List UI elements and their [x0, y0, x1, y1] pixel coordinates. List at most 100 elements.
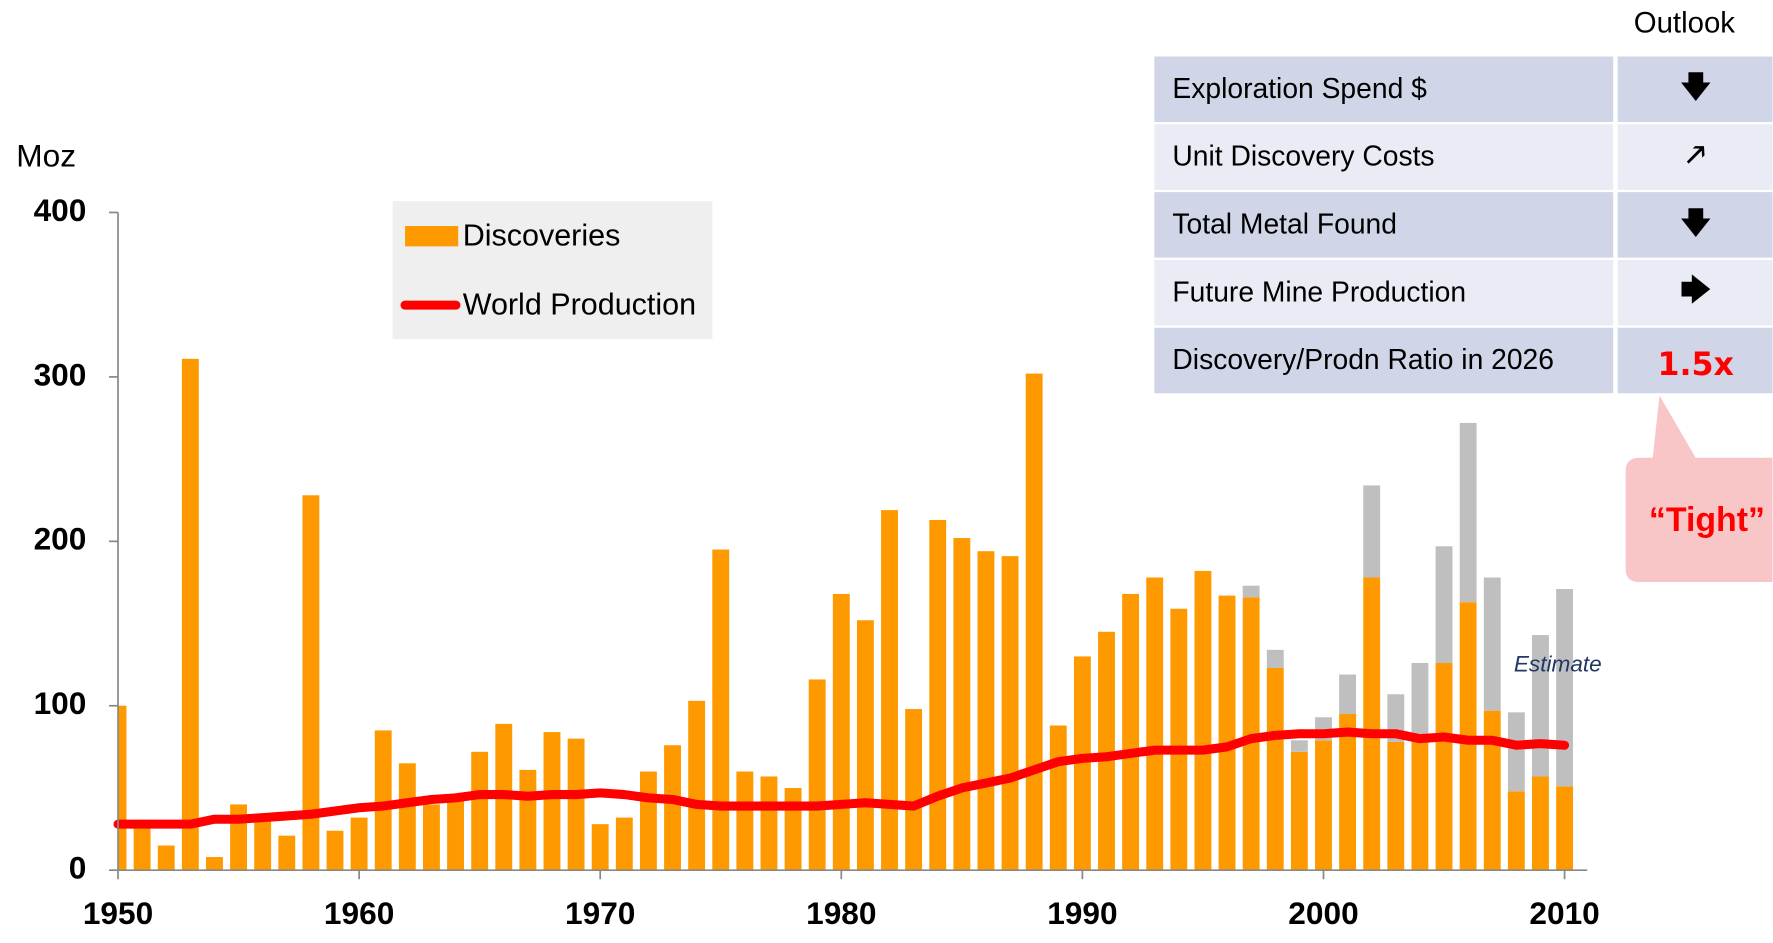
table-outlook: 🡇: [1681, 70, 1711, 104]
bar: [1073, 656, 1091, 871]
table-cell: [1154, 192, 1614, 258]
bar: [1532, 776, 1549, 871]
x-tick-label: 1950: [83, 895, 153, 931]
table-cell: [1617, 124, 1773, 190]
bar: [1363, 577, 1381, 871]
table-label: Unit Discovery Costs: [1172, 140, 1434, 172]
table-outlook: 1.5x: [1657, 347, 1733, 383]
bar: [1315, 740, 1332, 871]
bar: [1266, 667, 1284, 871]
bar: [398, 763, 416, 871]
estimate-bar: [1483, 577, 1501, 711]
bar: [133, 825, 151, 871]
bar: [832, 593, 850, 871]
bar: [543, 732, 561, 871]
bar: [1049, 725, 1067, 871]
bar: [1194, 570, 1212, 871]
legend-label: World Production: [463, 287, 696, 321]
legend-box: [392, 201, 713, 340]
table-outlook: 🡇: [1681, 205, 1711, 239]
bar: [736, 771, 754, 871]
bar: [278, 835, 296, 871]
y-tick-label: 200: [34, 521, 87, 557]
table-cell: [1154, 124, 1614, 190]
table-label: Total Metal Found: [1172, 207, 1397, 239]
bar: [1556, 786, 1574, 871]
estimate-label: Estimate: [1514, 652, 1602, 677]
bar: [856, 620, 874, 871]
x-tick-label: 2000: [1288, 895, 1358, 931]
bar: [374, 730, 392, 871]
callout-bubble: [1625, 395, 1773, 583]
table-cell: [1617, 56, 1773, 123]
estimate-bar: [1242, 585, 1260, 598]
bar: [1146, 577, 1164, 871]
bar: [929, 519, 947, 871]
table-outlook: 🡆: [1680, 273, 1710, 307]
x-tick-label: 1990: [1047, 895, 1117, 931]
bar: [567, 738, 585, 871]
bar: [1411, 738, 1429, 871]
production-line: [113, 727, 1570, 829]
x-tick-label: 1980: [806, 895, 876, 931]
bar: [688, 700, 706, 871]
plot-area: [118, 358, 1574, 871]
bar: [1507, 791, 1525, 871]
estimate-bar: [1556, 589, 1574, 787]
y-axis-label: Moz: [16, 138, 76, 174]
estimate-bar: [1363, 485, 1381, 578]
table-cell: [1154, 327, 1614, 394]
estimate-bar: [1435, 546, 1453, 664]
table-outlook: 🡕: [1686, 137, 1705, 171]
bar: [760, 776, 778, 871]
table-cell: [1154, 56, 1614, 123]
y-tick-label: 100: [34, 685, 87, 721]
table-label: Future Mine Production: [1172, 275, 1466, 307]
bar: [1170, 608, 1188, 871]
estimate-bar: [1290, 740, 1308, 752]
bar: [1483, 710, 1501, 871]
table-cell: [1617, 327, 1773, 394]
y-tick-label: 400: [34, 192, 87, 228]
bar: [664, 745, 681, 871]
bar: [808, 679, 826, 871]
bar: [118, 705, 127, 871]
bar: [712, 549, 730, 871]
bar: [1290, 751, 1308, 871]
legend-swatch: [405, 226, 459, 247]
bar: [206, 857, 223, 871]
estimate-bar: [1507, 712, 1525, 792]
bar: [639, 771, 657, 871]
bar: [1242, 597, 1260, 871]
bar: [471, 751, 489, 871]
bar: [447, 801, 464, 871]
y-tick-label: 300: [34, 356, 87, 392]
table-header: Outlook: [1634, 7, 1736, 40]
bar: [977, 551, 995, 871]
estimate-bar: [1266, 649, 1284, 668]
estimate-bar: [1411, 663, 1429, 739]
bar: [1218, 595, 1236, 871]
x-tick-label: 2010: [1529, 895, 1599, 931]
table-cell: [1617, 192, 1773, 258]
y-tick-label: 0: [69, 850, 87, 886]
bar: [1435, 663, 1453, 871]
bar: [1339, 713, 1357, 871]
legend-label: Discoveries: [463, 218, 621, 252]
bar: [326, 830, 344, 871]
bar: [519, 769, 537, 871]
table-label: Discovery/Prodn Ratio in 2026: [1172, 343, 1554, 375]
bar: [1387, 741, 1405, 871]
bar: [615, 817, 633, 871]
bar: [302, 495, 320, 871]
bar: [1025, 373, 1043, 871]
bar: [881, 510, 898, 871]
estimate-bar: [1339, 674, 1357, 714]
bar: [1098, 631, 1115, 871]
bar: [254, 820, 272, 871]
table-label: Exploration Spend $: [1172, 72, 1427, 104]
bar: [1122, 593, 1140, 871]
table-cell: [1617, 259, 1773, 326]
bar: [591, 824, 609, 871]
